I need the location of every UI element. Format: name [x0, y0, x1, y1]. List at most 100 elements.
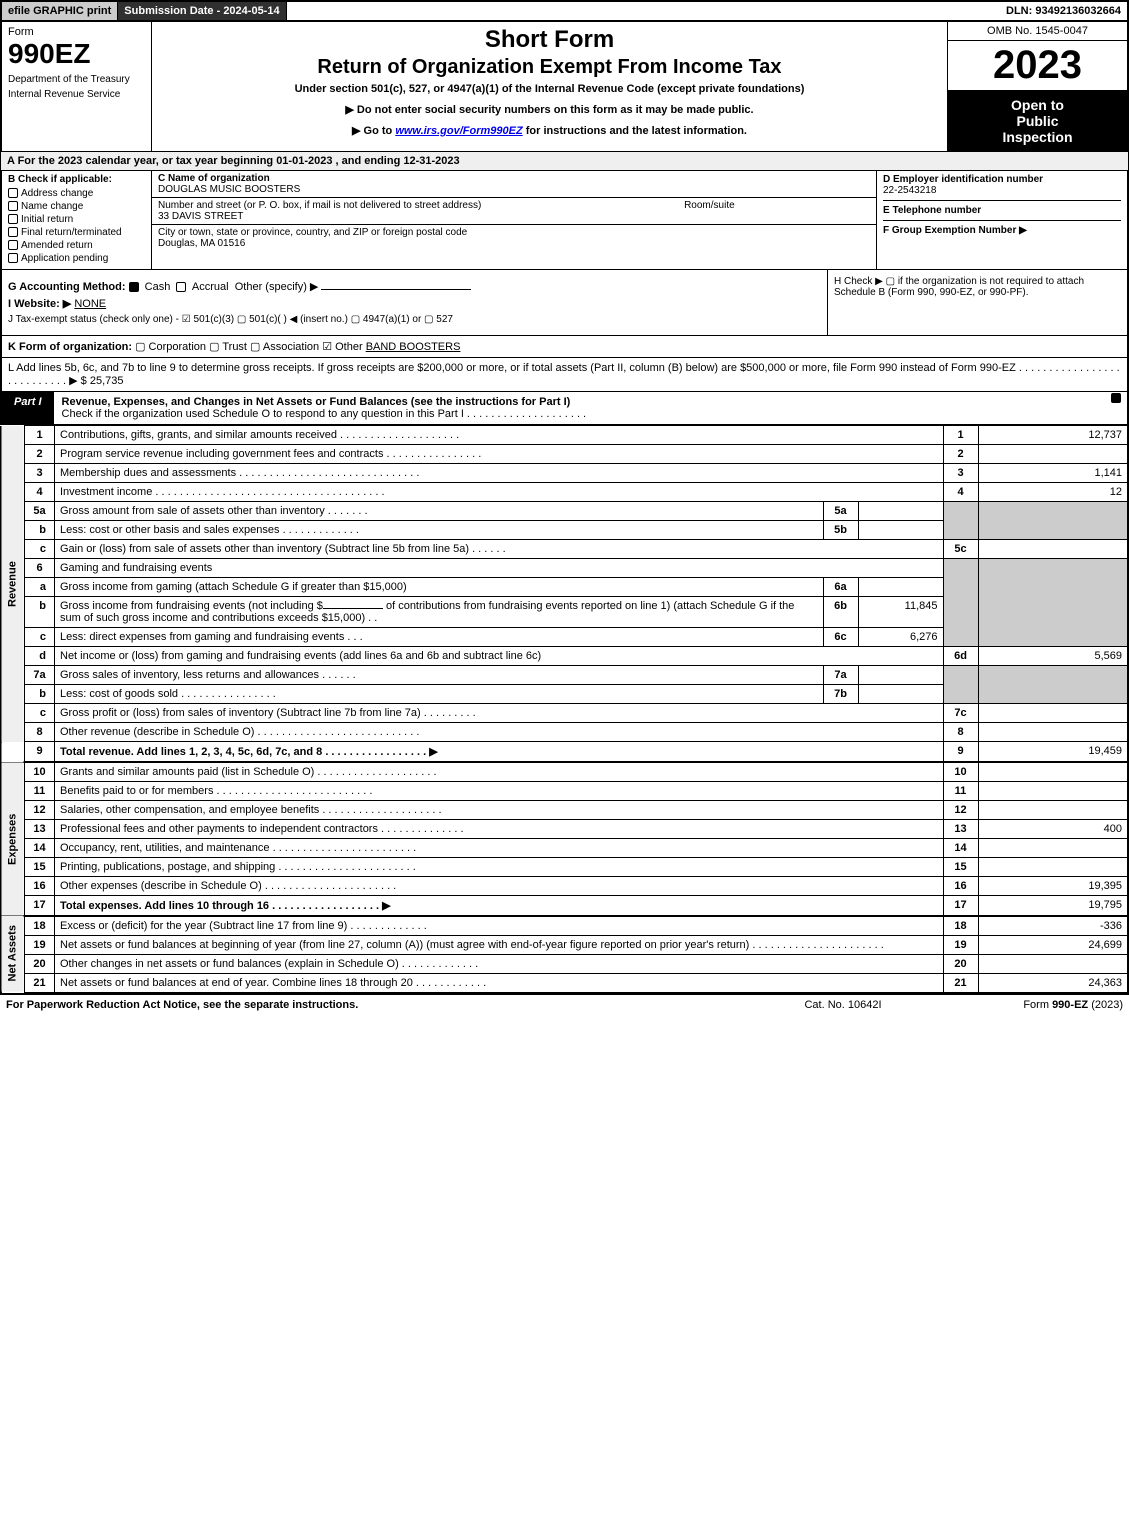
accrual-label: Accrual	[192, 281, 229, 293]
note-link-suffix: for instructions and the latest informat…	[523, 125, 747, 137]
line-8-val	[978, 723, 1128, 742]
line-2-num: 2	[25, 445, 55, 464]
part1-check-line: Check if the organization used Schedule …	[62, 408, 587, 420]
line-20-num: 20	[25, 955, 55, 974]
line-11-num: 11	[25, 782, 55, 801]
dept-irs: Internal Revenue Service	[8, 89, 145, 100]
chk-application-pending[interactable]: Application pending	[8, 253, 145, 264]
line-14-lbl: 14	[943, 839, 978, 858]
line-4-num: 4	[25, 483, 55, 502]
line-7b-num: b	[25, 685, 55, 704]
website-value: NONE	[74, 298, 106, 310]
line-21-num: 21	[25, 974, 55, 993]
title-short-form: Short Form	[162, 26, 937, 54]
line-17-desc: Total expenses. Add lines 10 through 16 …	[55, 896, 944, 917]
line-7c-num: c	[25, 704, 55, 723]
line-10-val	[978, 762, 1128, 782]
group-label: F Group Exemption Number ▶	[883, 225, 1027, 236]
line-6a-box-val	[858, 578, 943, 597]
line-15-desc: Printing, publications, postage, and shi…	[55, 858, 944, 877]
line-7c-desc: Gross profit or (loss) from sales of inv…	[55, 704, 944, 723]
line-6c-box-val: 6,276	[858, 628, 943, 647]
line-5b-desc: Less: cost or other basis and sales expe…	[55, 521, 824, 540]
line-6d-lbl: 6d	[943, 647, 978, 666]
street-row: Number and street (or P. O. box, if mail…	[152, 198, 876, 225]
open-line3: Inspection	[952, 129, 1123, 145]
g-line: G Accounting Method: Cash Accrual Other …	[8, 280, 821, 293]
line-10-desc: Grants and similar amounts paid (list in…	[55, 762, 944, 782]
street-value: 33 DAVIS STREET	[158, 211, 243, 222]
line-5a-box-val	[858, 502, 943, 521]
chk-cash[interactable]	[129, 282, 139, 292]
i-line: I Website: ▶ NONE	[8, 297, 821, 310]
line-11-val	[978, 782, 1128, 801]
line-12-num: 12	[25, 801, 55, 820]
chk-accrual[interactable]	[176, 282, 186, 292]
irs-link[interactable]: www.irs.gov/Form990EZ	[395, 125, 522, 137]
form-id-block: Form 990EZ Department of the Treasury In…	[2, 22, 152, 151]
chk-name-change[interactable]: Name change	[8, 201, 145, 212]
line-15-num: 15	[25, 858, 55, 877]
g-h-i-j-block: G Accounting Method: Cash Accrual Other …	[0, 270, 1129, 336]
i-label: I Website: ▶	[8, 298, 71, 310]
line-7-shaded	[943, 666, 978, 704]
line-6c-num: c	[25, 628, 55, 647]
line-7a-num: 7a	[25, 666, 55, 685]
line-10-lbl: 10	[943, 762, 978, 782]
line-20-val	[978, 955, 1128, 974]
cash-label: Cash	[145, 281, 171, 293]
part1-checkbox[interactable]	[1107, 392, 1127, 424]
chk-initial-return[interactable]: Initial return	[8, 214, 145, 225]
line-15-val	[978, 858, 1128, 877]
line-7a-box-lbl: 7a	[823, 666, 858, 685]
line-3-num: 3	[25, 464, 55, 483]
line-14-num: 14	[25, 839, 55, 858]
footer: For Paperwork Reduction Act Notice, see …	[0, 993, 1129, 1015]
room-label: Room/suite	[684, 200, 735, 211]
line-9-val: 19,459	[978, 742, 1128, 763]
expenses-side-label: Expenses	[1, 762, 25, 916]
line-7b-box-val	[858, 685, 943, 704]
address-row: B Check if applicable: Address change Na…	[0, 171, 1129, 270]
line-7a-box-val	[858, 666, 943, 685]
j-line: J Tax-exempt status (check only one) - ☑…	[8, 314, 821, 325]
line-2-val	[978, 445, 1128, 464]
part1-header: Part I Revenue, Expenses, and Changes in…	[0, 392, 1129, 425]
line-5c-desc: Gain or (loss) from sale of assets other…	[55, 540, 944, 559]
line-8-lbl: 8	[943, 723, 978, 742]
line-2-desc: Program service revenue including govern…	[55, 445, 944, 464]
line-6b-desc: Gross income from fundraising events (no…	[55, 597, 824, 628]
line-9-lbl: 9	[943, 742, 978, 763]
other-specify-input[interactable]	[321, 289, 471, 290]
chk-final-return[interactable]: Final return/terminated	[8, 227, 145, 238]
form-number: 990EZ	[8, 38, 145, 70]
line-6a-num: a	[25, 578, 55, 597]
k-line: K Form of organization: ▢ Corporation ▢ …	[0, 336, 1129, 358]
line-6a-box-lbl: 6a	[823, 578, 858, 597]
group-row: F Group Exemption Number ▶	[883, 225, 1121, 236]
form-word: Form	[8, 26, 145, 38]
line-6c-desc: Less: direct expenses from gaming and fu…	[55, 628, 824, 647]
line-16-lbl: 16	[943, 877, 978, 896]
header: Form 990EZ Department of the Treasury In…	[0, 22, 1129, 152]
line-13-val: 400	[978, 820, 1128, 839]
tel-row: E Telephone number	[883, 205, 1121, 221]
chk-address-change[interactable]: Address change	[8, 188, 145, 199]
line-9-desc: Total revenue. Add lines 1, 2, 3, 4, 5c,…	[55, 742, 944, 763]
line-12-desc: Salaries, other compensation, and employ…	[55, 801, 944, 820]
part1-tab: Part I	[2, 392, 54, 424]
note-ssn: ▶ Do not enter social security numbers o…	[162, 103, 937, 116]
line-17-num: 17	[25, 896, 55, 917]
section-a: A For the 2023 calendar year, or tax yea…	[0, 152, 1129, 171]
chk-amended-return[interactable]: Amended return	[8, 240, 145, 251]
efile-print-label[interactable]: efile GRAPHIC print	[2, 2, 118, 20]
org-name-row: C Name of organization DOUGLAS MUSIC BOO…	[152, 171, 876, 198]
subtitle: Under section 501(c), 527, or 4947(a)(1)…	[162, 83, 937, 95]
line-18-lbl: 18	[943, 916, 978, 936]
line-2-lbl: 2	[943, 445, 978, 464]
line-8-desc: Other revenue (describe in Schedule O) .…	[55, 723, 944, 742]
line-5c-val	[978, 540, 1128, 559]
other-label: Other (specify) ▶	[235, 281, 319, 293]
line-4-lbl: 4	[943, 483, 978, 502]
line-12-lbl: 12	[943, 801, 978, 820]
